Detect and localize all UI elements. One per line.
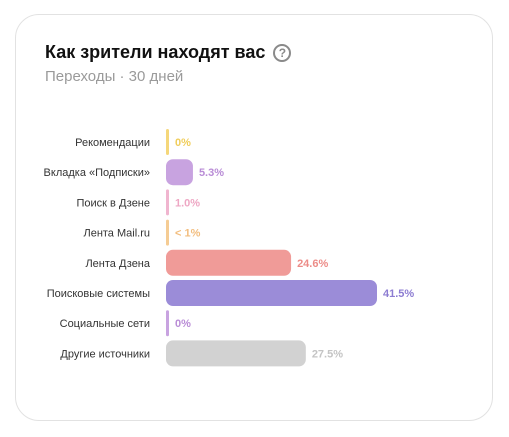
data-label: 0% [175, 318, 191, 330]
category-label: Вкладка «Подписки» [44, 167, 150, 179]
category-label: Поисковые системы [47, 288, 150, 300]
data-label: < 1% [175, 228, 201, 240]
card-title: Как зрители находят вас [45, 42, 266, 62]
category-label: Другие источники [60, 348, 150, 360]
data-label: 5.3% [199, 167, 224, 179]
traffic-sources-bar-chart: Рекомендации 0% Вкладка «Подписки» 5.3% Поис… [44, 129, 414, 367]
bar[interactable] [166, 340, 306, 367]
category-label: Рекомендации [75, 137, 150, 149]
data-label: 27.5% [312, 348, 343, 360]
category-label: Лента Дзена [85, 258, 150, 270]
bar[interactable] [166, 310, 169, 337]
bar[interactable] [166, 189, 169, 216]
bar[interactable] [166, 249, 292, 276]
bar[interactable] [166, 219, 169, 246]
bar[interactable] [166, 159, 193, 186]
bar[interactable] [166, 280, 377, 306]
data-label: 1.0% [175, 197, 200, 209]
data-label: 24.6% [297, 258, 328, 270]
traffic-sources-card: Как зрители находят вас ? Переходы · 30 … [15, 14, 493, 421]
card-subtitle: Переходы · 30 дней [45, 68, 184, 85]
category-label: Лента Mail.ru [83, 228, 150, 240]
card-header: Как зрители находят вас ? [45, 42, 292, 63]
category-label: Поиск в Дзене [77, 197, 150, 209]
data-label: 41.5% [383, 288, 414, 300]
bar[interactable] [166, 129, 169, 155]
question-circle-icon[interactable]: ? [273, 43, 292, 62]
category-label: Социальные сети [60, 318, 150, 330]
data-label: 0% [175, 137, 191, 149]
